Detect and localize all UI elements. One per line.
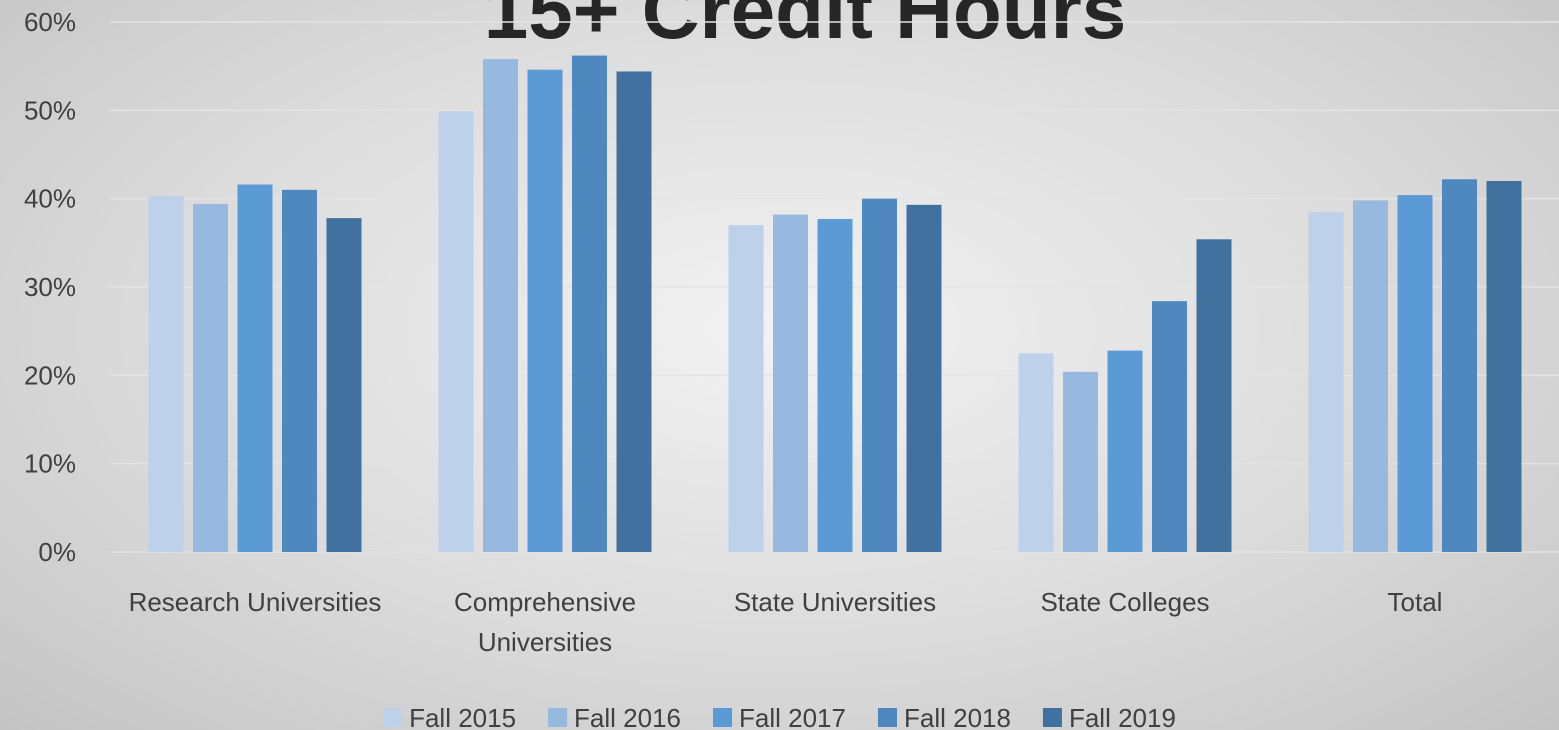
legend-label: Fall 2015 [409, 703, 516, 730]
bar [572, 55, 607, 553]
bar [1063, 371, 1098, 552]
bar [438, 111, 474, 552]
y-tick-label: 10% [24, 449, 76, 479]
bar [527, 69, 563, 552]
legend-label: Fall 2019 [1069, 703, 1176, 730]
x-tick-label: Total [1387, 587, 1443, 617]
x-tick-label: Research Universities [128, 587, 382, 617]
bar [237, 184, 273, 553]
y-tick-label: 40% [24, 184, 76, 214]
legend-swatch [713, 708, 733, 727]
legend-swatch [548, 708, 568, 727]
bar [906, 204, 942, 552]
y-tick-label: 20% [24, 360, 76, 390]
bar [817, 218, 853, 552]
x-tick-label: State Universities [733, 587, 937, 617]
bar [728, 225, 764, 552]
y-tick-label: 50% [24, 95, 76, 125]
legend-label: Fall 2018 [904, 703, 1011, 730]
bar [1152, 301, 1187, 552]
bar [1353, 200, 1388, 552]
bar [616, 71, 652, 552]
x-tick-label: Comprehensive Universities [453, 587, 637, 657]
legend-swatch [877, 708, 897, 727]
legend-label: Fall 2017 [739, 703, 846, 730]
bar [1018, 353, 1054, 552]
bar [1486, 181, 1522, 552]
bar [1107, 350, 1143, 552]
bar [148, 196, 184, 552]
x-tick-label: State Colleges [1040, 587, 1210, 617]
bar [326, 218, 362, 552]
legend-swatch [1042, 708, 1062, 727]
y-tick-label: 0% [38, 537, 76, 567]
bar [282, 189, 317, 553]
legend-label: Fall 2016 [574, 703, 681, 730]
y-tick-label: 30% [24, 272, 76, 302]
bar [1397, 195, 1433, 552]
legend: Fall 2015 Fall 2016 Fall 2017 Fall 2018 Fall… [383, 703, 1176, 730]
bar [862, 198, 897, 552]
bar [483, 59, 518, 552]
bar [1308, 211, 1344, 552]
y-tick-label: 60% [24, 7, 76, 37]
chart-title: 15+ Credit Hours [484, 0, 1126, 55]
bar [773, 214, 808, 553]
bar [1196, 239, 1232, 553]
bar [1442, 179, 1477, 552]
bar [193, 203, 228, 552]
legend-swatch [383, 708, 403, 727]
